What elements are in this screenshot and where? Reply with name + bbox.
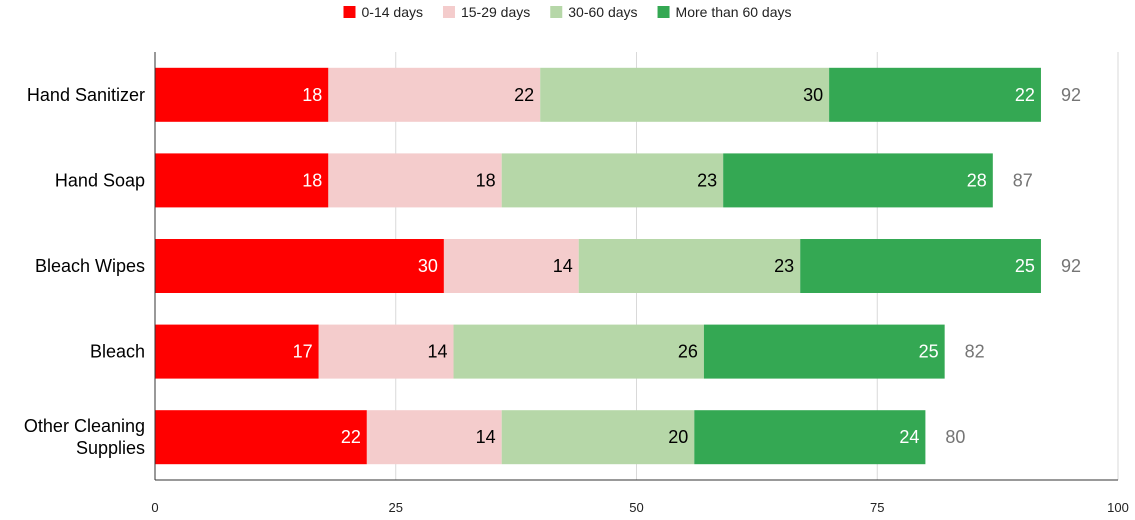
category-label-line: Hand Soap [55, 170, 145, 190]
bar-segment-15-29-days [318, 324, 454, 379]
legend-swatch [550, 6, 563, 18]
data-label: 26 [678, 342, 698, 362]
bar-row-other-cleaning-supplies: 22 14 20 24 80 [155, 410, 965, 465]
data-label: 14 [427, 342, 447, 362]
data-label: 18 [302, 85, 322, 105]
legend: 0-14 days 15-29 days 30-60 days More than 6… [343, 4, 792, 20]
category-label-line: Bleach [90, 342, 145, 362]
bar-segment-0-14-days [155, 324, 319, 379]
x-tick-label: 25 [389, 500, 403, 515]
data-label: 18 [302, 170, 322, 190]
data-label: 25 [1015, 256, 1035, 276]
bar-segment-30-60-days [540, 67, 830, 122]
data-label: 22 [341, 427, 361, 447]
total-label: 80 [945, 427, 965, 447]
x-tick-label: 0 [151, 500, 158, 515]
bar-segment-30-60-days [453, 324, 704, 379]
bars: 18 22 30 22 92 18 18 23 28 87 30 14 23 25 92 17 14 26 25 82… [155, 67, 1081, 465]
data-label: 14 [476, 427, 496, 447]
category-label: Hand Sanitizer [27, 85, 145, 105]
data-label: 25 [919, 342, 939, 362]
category-label: Bleach Wipes [35, 256, 145, 276]
bar-segment-30-60-days [501, 410, 695, 465]
bar-segment-more-than-60-days [703, 324, 945, 379]
x-tick-label: 75 [870, 500, 884, 515]
category-label-line: Hand Sanitizer [27, 85, 145, 105]
bar-segment-30-60-days [501, 153, 724, 208]
legend-item-15-29-days: 15-29 days [442, 4, 530, 20]
bar-row-hand-soap: 18 18 23 28 87 [155, 153, 1033, 208]
legend-item-more-than-60-days: More than 60 days [657, 4, 792, 20]
category-label-line: Bleach Wipes [35, 256, 145, 276]
bar-segment-0-14-days [155, 67, 329, 122]
bar-row-hand-sanitizer: 18 22 30 22 92 [155, 67, 1081, 122]
bar-segment-15-29-days [366, 410, 502, 465]
total-label: 87 [1013, 170, 1033, 190]
legend-label: More than 60 days [676, 4, 792, 20]
bar-segment-more-than-60-days [800, 239, 1041, 293]
legend-item-0-14-days: 0-14 days [343, 4, 423, 20]
data-label: 24 [899, 427, 919, 447]
category-label: Hand Soap [55, 170, 145, 190]
legend-label: 15-29 days [461, 4, 530, 20]
bar-segment-more-than-60-days [723, 153, 993, 208]
bar-segment-0-14-days [155, 410, 367, 465]
bar-segment-more-than-60-days [694, 410, 926, 465]
data-label: 18 [476, 170, 496, 190]
data-label: 17 [293, 342, 313, 362]
bar-segment-0-14-days [155, 153, 329, 208]
total-label: 92 [1061, 256, 1081, 276]
category-label: Other Cleaning Supplies [24, 416, 145, 458]
bar-segment-more-than-60-days [829, 67, 1041, 122]
bar-segment-30-60-days [578, 239, 801, 293]
bar-segment-15-29-days [328, 153, 502, 208]
legend-item-30-60-days: 30-60 days [550, 4, 638, 20]
x-tick-label: 50 [629, 500, 643, 515]
bar-segment-0-14-days [155, 239, 444, 293]
data-label: 23 [774, 256, 794, 276]
legend-label: 0-14 days [361, 4, 422, 20]
data-label: 23 [697, 170, 717, 190]
legend-swatch [343, 6, 356, 18]
data-label: 22 [514, 85, 534, 105]
total-label: 92 [1061, 85, 1081, 105]
bar-segment-15-29-days [328, 67, 541, 122]
data-label: 30 [418, 256, 438, 276]
data-label: 30 [803, 85, 823, 105]
legend-swatch [442, 6, 455, 18]
legend-swatch [657, 6, 670, 18]
legend-label: 30-60 days [568, 4, 637, 20]
data-label: 28 [967, 170, 987, 190]
axes: 0 25 50 75 100 Hand Sanitizer Hand Soap Bleach … [24, 52, 1129, 515]
x-tick-label: 100 [1107, 500, 1129, 515]
bar-row-bleach-wipes: 30 14 23 25 92 [155, 239, 1081, 293]
category-label-line: Other Cleaning [24, 416, 145, 436]
bar-row-bleach: 17 14 26 25 82 [155, 324, 985, 379]
total-label: 82 [965, 342, 985, 362]
data-label: 14 [553, 256, 573, 276]
data-label: 22 [1015, 85, 1035, 105]
bar-segment-15-29-days [443, 239, 579, 293]
category-label: Bleach [90, 342, 145, 362]
data-label: 20 [668, 427, 688, 447]
category-label-line: Supplies [76, 438, 145, 458]
